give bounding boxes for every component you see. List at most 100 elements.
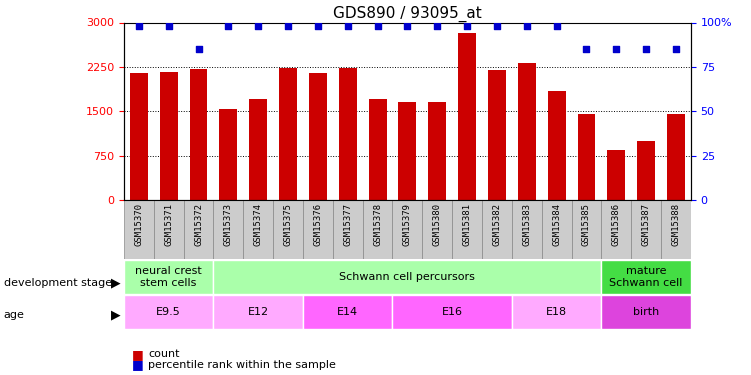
Bar [124,260,213,294]
Point [163,23,175,29]
Point [372,23,384,29]
Point [611,46,623,52]
Bar [279,68,297,200]
Bar [399,102,416,200]
Text: neural crest
stem cells: neural crest stem cells [135,266,202,288]
Bar [422,200,452,259]
Text: count: count [148,350,179,359]
Bar [303,200,333,259]
Bar [458,33,476,200]
Title: GDS890 / 93095_at: GDS890 / 93095_at [333,6,482,22]
Bar [213,200,243,259]
Bar [541,200,572,259]
Bar [130,73,148,200]
Bar [518,63,535,200]
Bar [578,114,596,200]
Text: ▶: ▶ [111,277,121,290]
Text: ▶: ▶ [111,309,121,321]
Text: E16: E16 [442,307,463,317]
Text: GSM15377: GSM15377 [343,203,352,246]
Text: percentile rank within the sample: percentile rank within the sample [148,360,336,370]
Bar [482,200,512,259]
Text: E18: E18 [546,307,567,317]
Point [491,23,503,29]
Bar [363,200,393,259]
Text: GSM15388: GSM15388 [671,203,680,246]
Point [192,46,204,52]
Bar [602,260,691,294]
Bar [183,200,213,259]
Text: E14: E14 [337,307,358,317]
Text: GSM15373: GSM15373 [224,203,233,246]
Bar [333,200,363,259]
Bar [667,114,685,200]
Bar [632,200,661,259]
Text: GSM15378: GSM15378 [373,203,382,246]
Text: GSM15386: GSM15386 [612,203,621,246]
Point [252,23,264,29]
Text: birth: birth [633,307,659,317]
Point [282,23,294,29]
Bar [393,200,422,259]
Bar [369,99,387,200]
Bar [303,295,393,329]
Bar [243,200,273,259]
Point [550,23,562,29]
Text: GSM15387: GSM15387 [641,203,650,246]
Point [402,23,414,29]
Bar [124,200,154,259]
Text: GSM15371: GSM15371 [164,203,173,246]
Bar [249,99,267,200]
Text: age: age [4,310,25,320]
Point [312,23,324,29]
Bar [213,295,303,329]
Bar [219,110,237,200]
Bar [512,295,602,329]
Bar [154,200,183,259]
Bar [160,72,178,200]
Point [640,46,652,52]
Text: GSM15384: GSM15384 [552,203,561,246]
Bar [189,69,207,200]
Text: ■: ■ [131,348,143,361]
Bar [608,150,626,200]
Bar [512,200,541,259]
Text: GSM15382: GSM15382 [493,203,502,246]
Bar [393,295,512,329]
Bar [273,200,303,259]
Text: E12: E12 [248,307,269,317]
Point [520,23,532,29]
Bar [428,102,446,200]
Text: development stage: development stage [4,278,112,288]
Text: GSM15374: GSM15374 [254,203,263,246]
Text: GSM15383: GSM15383 [522,203,531,246]
Text: GSM15381: GSM15381 [463,203,472,246]
Point [342,23,354,29]
Bar [572,200,602,259]
Point [670,46,682,52]
Text: GSM15385: GSM15385 [582,203,591,246]
Text: Schwann cell percursors: Schwann cell percursors [339,272,475,282]
Text: ■: ■ [131,358,143,371]
Text: GSM15375: GSM15375 [284,203,293,246]
Text: GSM15380: GSM15380 [433,203,442,246]
Text: mature
Schwann cell: mature Schwann cell [610,266,683,288]
Bar [452,200,482,259]
Bar [602,295,691,329]
Bar [602,200,632,259]
Text: GSM15372: GSM15372 [194,203,203,246]
Point [133,23,145,29]
Bar [637,141,655,200]
Bar [124,295,213,329]
Text: GSM15379: GSM15379 [403,203,412,246]
Bar [339,68,357,200]
Bar [547,90,566,200]
Point [581,46,593,52]
Point [431,23,443,29]
Point [461,23,473,29]
Bar [488,70,506,200]
Point [222,23,234,29]
Bar [309,73,327,200]
Bar [213,260,602,294]
Text: GSM15376: GSM15376 [313,203,322,246]
